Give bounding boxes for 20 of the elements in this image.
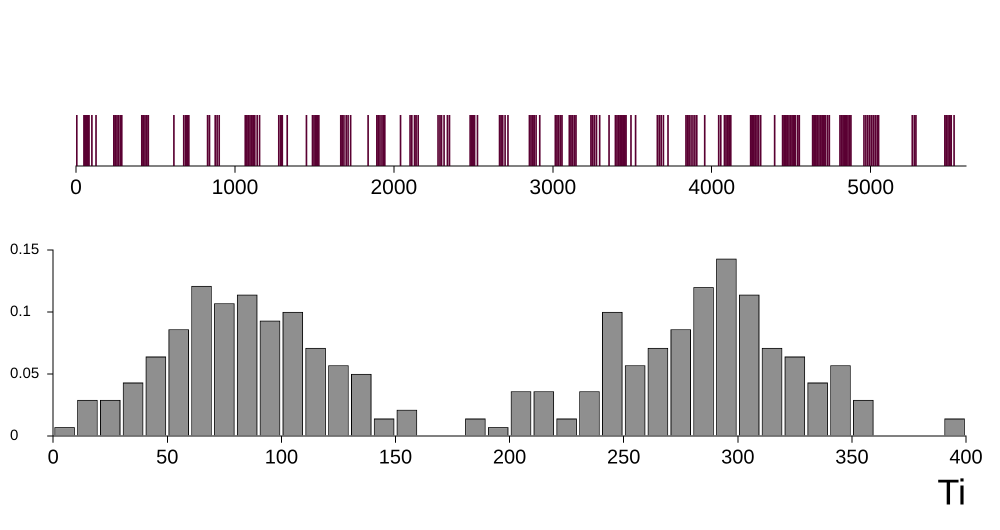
- x-tick-label: 150: [378, 446, 412, 468]
- x-axis-title: Ti: [937, 471, 966, 512]
- x-tick-label: 0: [70, 176, 82, 200]
- x-tick-label: 1000: [212, 176, 258, 200]
- x-tick-label: 300: [721, 446, 754, 468]
- x-tick-label: 250: [607, 446, 640, 468]
- x-tick-label: 5000: [847, 176, 894, 200]
- x-tick-label: 3000: [529, 176, 576, 200]
- y-tick-label: 0: [10, 426, 18, 444]
- y-tick-label: 0.15: [10, 241, 40, 258]
- x-tick-label: 4000: [688, 176, 736, 200]
- x-tick-label: 200: [492, 446, 526, 468]
- x-tick-label: 100: [264, 446, 298, 468]
- x-tick-label: 50: [156, 446, 178, 468]
- x-tick-label: 0: [48, 446, 59, 468]
- x-tick-label: 2000: [370, 176, 418, 200]
- y-tick-label: 0.05: [10, 365, 40, 382]
- x-tick-label: 350: [835, 446, 869, 468]
- x-tick-label: 400: [949, 446, 983, 468]
- y-tick-label: 0.1: [10, 303, 31, 320]
